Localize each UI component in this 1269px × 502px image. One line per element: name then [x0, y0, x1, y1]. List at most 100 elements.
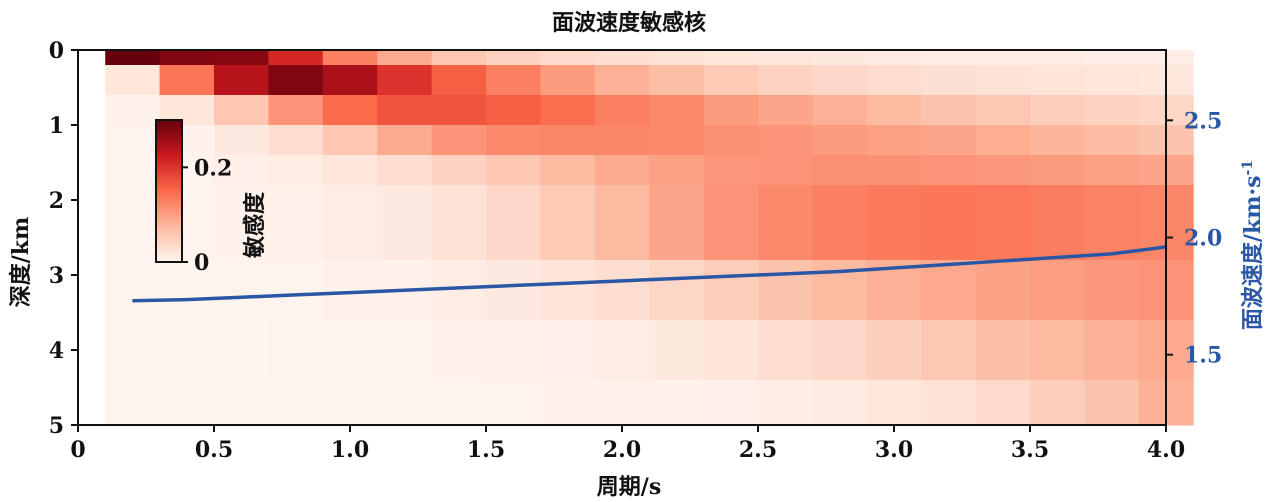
y2-axis-title-text: 面波速度/km·s	[1240, 175, 1266, 330]
heatmap-cell	[921, 65, 977, 96]
heatmap-cell	[268, 125, 324, 156]
heatmap-cell	[540, 185, 596, 261]
heatmap-cell	[758, 125, 813, 156]
heatmap-cell	[594, 185, 650, 261]
x-axis-title: 周期/s	[597, 474, 661, 500]
x-tick-label: 4.0	[1147, 437, 1185, 463]
heatmap-cell	[649, 65, 705, 96]
y2-tick-label: 2.5	[1184, 108, 1222, 134]
heatmap-cell	[1030, 185, 1085, 261]
heatmap-cell	[703, 380, 759, 426]
heatmap-cell	[268, 320, 324, 381]
heatmap-cell	[921, 50, 977, 66]
heatmap-cell	[268, 155, 324, 186]
heatmap-cell	[1084, 95, 1140, 126]
heatmap-cell	[649, 95, 705, 126]
y2-tick-label: 2.0	[1184, 226, 1222, 252]
x-tick-label: 2.5	[739, 437, 777, 463]
heatmap-cell	[214, 260, 269, 321]
heatmap-cell	[921, 320, 977, 381]
heatmap-cell	[594, 320, 650, 381]
heatmap-cell	[1084, 50, 1140, 66]
heatmap-cell	[486, 95, 541, 126]
heatmap-cell	[105, 260, 161, 321]
heatmap-cell	[649, 125, 705, 156]
heatmap-cell	[377, 185, 433, 261]
heatmap-cell	[758, 155, 813, 186]
heatmap-cell	[377, 50, 433, 66]
heatmap-cell	[649, 380, 705, 426]
heatmap-cell	[322, 125, 378, 156]
heatmap-cell	[1084, 155, 1140, 186]
heatmap-cell	[594, 260, 650, 321]
heatmap-cell	[540, 260, 596, 321]
heatmap-cell	[431, 65, 487, 96]
heatmap-cell	[322, 95, 378, 126]
heatmap-cell	[431, 185, 487, 261]
heatmap-cell	[322, 320, 378, 381]
heatmap-cell	[486, 185, 541, 261]
heatmap-cell	[1084, 320, 1140, 381]
heatmap-cell	[105, 380, 161, 426]
heatmap-cell	[866, 50, 922, 66]
heatmap-cell	[975, 95, 1031, 126]
heatmap-cell	[975, 155, 1031, 186]
heatmap-cell	[594, 50, 650, 66]
heatmap-cell	[1030, 125, 1085, 156]
heatmap-cell	[1030, 380, 1085, 426]
heatmap-cell	[866, 185, 922, 261]
x-tick-label: 1.5	[467, 437, 505, 463]
heatmap-cell	[921, 380, 977, 426]
x-tick-label: 2.0	[603, 437, 641, 463]
heatmap-cell	[214, 185, 269, 261]
heatmap-cell	[594, 380, 650, 426]
y-tick-label: 1	[49, 113, 64, 139]
heatmap-cell	[486, 320, 541, 381]
heatmap-cell	[105, 125, 161, 156]
heatmap-cell	[377, 155, 433, 186]
y2-tick-label: 1.5	[1184, 343, 1222, 369]
heatmap-cell	[105, 320, 161, 381]
heatmap-cell	[540, 155, 596, 186]
heatmap-cell	[866, 125, 922, 156]
heatmap-cell	[214, 95, 269, 126]
heatmap-cell	[105, 50, 161, 66]
heatmap-cell	[975, 185, 1031, 261]
heatmap-cell	[268, 95, 324, 126]
heatmap-cell	[1084, 380, 1140, 426]
heatmap-cell	[540, 95, 596, 126]
y2-axis-title-superscript: -1	[1240, 160, 1256, 176]
heatmap-cell	[540, 320, 596, 381]
heatmap-cell	[214, 155, 269, 186]
heatmap-cell	[866, 155, 922, 186]
heatmap-cell	[703, 65, 759, 96]
heatmap-cell	[649, 260, 705, 321]
heatmap-cell	[703, 95, 759, 126]
heatmap-cell	[377, 125, 433, 156]
y-tick-label: 0	[49, 38, 64, 64]
y-tick-label: 2	[49, 188, 64, 214]
heatmap-cell	[486, 50, 541, 66]
heatmap-cell	[703, 320, 759, 381]
x-tick-label: 3.0	[875, 437, 913, 463]
velocity-curve-layer	[132, 245, 1167, 303]
heatmap-cell	[975, 380, 1031, 426]
heatmap-cell	[1084, 260, 1140, 321]
heatmap-cell	[758, 65, 813, 96]
heatmap-cell	[486, 125, 541, 156]
heatmap-cell	[866, 95, 922, 126]
heatmap-cell	[758, 260, 813, 321]
heatmap-cell	[431, 95, 487, 126]
heatmap-cell	[159, 65, 215, 96]
heatmap-cell	[812, 50, 868, 66]
y-axis-title: 深度/km	[8, 217, 34, 308]
heatmap-cell	[812, 185, 868, 261]
heatmap-cell	[322, 185, 378, 261]
heatmap-cell	[1030, 320, 1085, 381]
heatmap-cell	[377, 380, 433, 426]
heatmap-cell	[758, 185, 813, 261]
heatmap-cell	[866, 65, 922, 96]
heatmap-cell	[975, 125, 1031, 156]
heatmap-cell	[921, 95, 977, 126]
